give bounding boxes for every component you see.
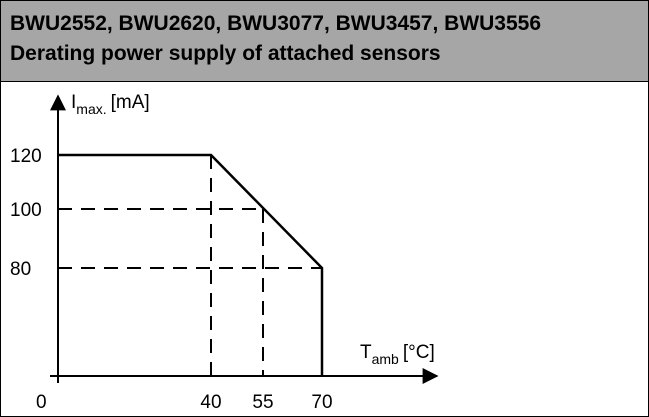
x-tick-label-40: 40 — [200, 392, 221, 413]
y-tick-label-120: 120 — [10, 146, 42, 167]
x-tick-label-70: 70 — [311, 392, 332, 413]
y-axis-label: Imax. [mA] — [71, 92, 150, 117]
y-tick-label-100: 100 — [10, 200, 42, 221]
y-tick-label-80: 80 — [10, 259, 31, 280]
chart-header: BWU2552, BWU2620, BWU3077, BWU3457, BWU3… — [1, 1, 648, 82]
origin-label: 0 — [36, 392, 47, 413]
x-tick-label-55: 55 — [252, 392, 273, 413]
chart-marks: 40 55 70 120 100 80 — [10, 146, 333, 413]
header-title: Derating power supply of attached sensor… — [10, 42, 441, 65]
header-models: BWU2552, BWU2620, BWU3077, BWU3457, BWU3… — [10, 12, 542, 35]
derating-curve — [58, 153, 324, 376]
x-axis-label: Tamb [°C] — [360, 342, 435, 367]
